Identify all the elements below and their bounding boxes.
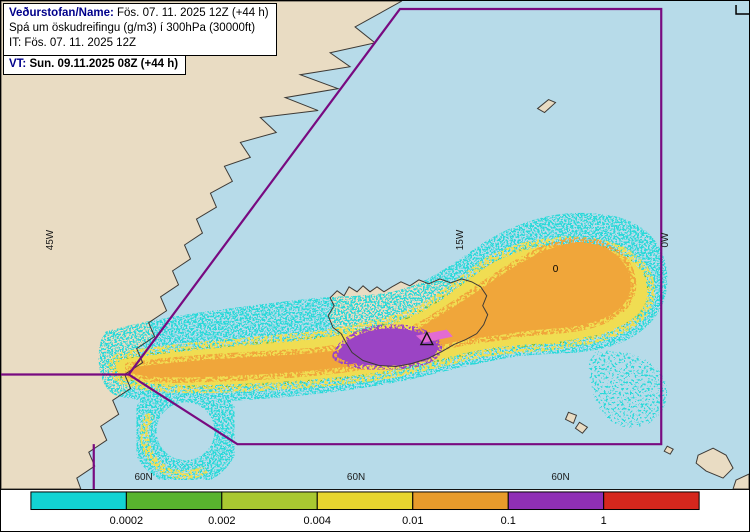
legend-color-swatch (221, 491, 318, 511)
map-corner-tick (735, 4, 749, 15)
forecast-info-panel: Veðurstofan/Name: Fös. 07. 11. 2025 12Z … (3, 3, 277, 75)
contour-zero-label: 0 (553, 264, 559, 275)
meridian-label-45w: 45W (45, 229, 56, 250)
valid-time-value: Sun. 09.11.2025 08Z (+44 h) (26, 57, 179, 70)
forecast-time: Fös. 07. 11. 2025 12Z (+44 h) (113, 7, 269, 19)
parallel-label-60n: 60N (551, 472, 569, 483)
valid-time-label: VT: (9, 57, 27, 70)
initial-time: IT: Fös. 07. 11. 2025 12Z (9, 37, 136, 50)
ash-pink-streak (415, 329, 453, 343)
issuer-label: Veðurstofan/Name: (9, 7, 114, 19)
legend-tick-label: 0.0002 (110, 515, 144, 527)
parallel-label-60n: 60N (134, 472, 152, 483)
meridian-label-15w: 15W (455, 229, 466, 250)
fir-boundary-line (1, 7, 663, 489)
concentration-legend: 0.0002 0.002 0.004 0.01 0.1 1 (1, 490, 749, 531)
parallel-label-60n: 60N (347, 472, 365, 483)
forecast-map: 45W 15W 0W 60N 60N 60N 0 (1, 1, 749, 490)
legend-color-swatch (412, 491, 509, 511)
legend-tick-label: 0.01 (402, 515, 423, 527)
legend-tick-label: 0.004 (304, 515, 331, 527)
volcano-marker (419, 331, 434, 346)
product-description: Spá um öskudreifingu (g/m3) í 300hPa (30… (9, 22, 256, 35)
legend-color-swatch (316, 491, 414, 511)
forecast-header-box: Veðurstofan/Name: Fös. 07. 11. 2025 12Z … (3, 3, 277, 56)
legend-tick-label: 1 (601, 515, 607, 527)
legend-tick-label: 0.1 (501, 515, 516, 527)
meridian-label-0w: 0W (660, 232, 671, 248)
legend-color-swatch (30, 491, 127, 511)
ash-speckle-southeast-trail (588, 350, 668, 428)
legend-color-scale (30, 491, 700, 511)
valid-time-box: VT: Sun. 09.11.2025 08Z (+44 h) (3, 54, 187, 75)
legend-color-swatch (603, 491, 700, 511)
legend-color-swatch (125, 491, 223, 511)
ash-vortex-yellow-arc (140, 411, 208, 480)
legend-color-swatch (507, 491, 605, 511)
legend-tick-label: 0.002 (208, 515, 235, 527)
